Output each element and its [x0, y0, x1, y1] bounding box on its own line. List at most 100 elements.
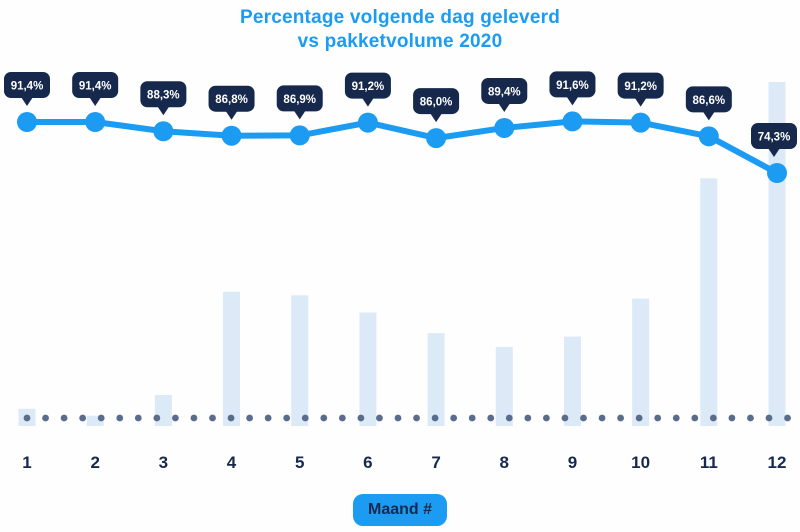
line-point [221, 125, 242, 146]
value-badge-label: 91,4% [11, 80, 44, 92]
baseline-dot [468, 414, 476, 422]
baseline-dot [338, 414, 346, 422]
line-point [698, 126, 719, 147]
baseline-dot [617, 414, 624, 422]
baseline-dot [246, 414, 254, 422]
baseline-dot [543, 414, 550, 422]
baseline-dot [209, 414, 216, 422]
baseline-dot [728, 414, 736, 422]
value-badge-pointer [21, 96, 33, 106]
volume-bar [291, 295, 309, 426]
value-badge-label: 88,3% [147, 90, 180, 102]
baseline-dot [635, 414, 643, 422]
chart-title-line1: Percentage volgende dag geleverd [239, 7, 560, 28]
value-badge-label: 91,4% [79, 80, 112, 92]
x-axis-label: 8 [500, 453, 509, 472]
value-badge [4, 71, 50, 98]
value-badge-pointer [157, 106, 170, 116]
value-badge [549, 71, 596, 98]
baseline-dot [709, 414, 717, 422]
x-axis-label: 10 [631, 453, 650, 472]
chart-title-line2: vs pakketvolume 2020 [297, 31, 503, 52]
baseline-dot [505, 414, 513, 422]
x-axis-label: 12 [768, 453, 787, 472]
baseline-dot [524, 414, 532, 422]
baseline-dot [79, 414, 87, 422]
baseline-dot [431, 414, 439, 422]
value-badge [208, 85, 255, 112]
baseline-dot [672, 414, 680, 422]
value-badge [72, 71, 119, 98]
baseline-dot [60, 414, 68, 422]
baseline-dot [42, 414, 49, 422]
line-point [153, 121, 174, 142]
x-axis-title-label: Maand # [367, 501, 433, 518]
baseline-dot [97, 414, 105, 422]
x-axis-label: 1 [22, 453, 31, 472]
volume-bar [427, 333, 445, 426]
baseline-dot [413, 414, 420, 422]
value-badge-pointer [634, 97, 647, 107]
baseline-dot [765, 414, 773, 422]
line-point [426, 128, 447, 149]
volume-bar [495, 346, 513, 426]
baseline-dot [283, 414, 291, 422]
line-point [85, 111, 106, 132]
value-badge-label: 86,8% [215, 94, 248, 106]
baseline-dot [116, 414, 124, 422]
volume-bar [154, 395, 172, 426]
value-badge-pointer [702, 111, 715, 121]
value-badge-label: 89,4% [488, 86, 521, 98]
baseline-dot [264, 414, 272, 422]
volume-bar [632, 298, 650, 426]
chart-title: Percentage volgende dag geleverd vs pakk… [0, 6, 800, 54]
x-axis-title-badge: Maand # [352, 494, 448, 526]
value-badge [413, 88, 460, 115]
value-badge-label: 91,6% [556, 80, 589, 92]
baseline-dot [376, 414, 383, 422]
baseline-dot [153, 414, 161, 422]
volume-bar [563, 336, 581, 426]
baseline-dot [654, 414, 662, 422]
value-badge-pointer [768, 148, 780, 158]
value-badge-pointer [498, 102, 511, 112]
baseline-dot [320, 414, 328, 422]
baseline-dot [357, 414, 365, 422]
line-point [494, 117, 515, 138]
baseline-dot [487, 414, 495, 422]
value-badge-pointer [225, 110, 238, 120]
value-badge-pointer [430, 113, 443, 123]
baseline-dot [561, 414, 569, 422]
baseline-dot [691, 414, 699, 422]
volume-bar [223, 291, 241, 426]
x-axis-label: 3 [159, 453, 168, 472]
x-axis-label: 2 [90, 453, 99, 472]
value-badge-label: 86,9% [283, 94, 316, 106]
value-badge [685, 86, 732, 113]
value-badge-pointer [566, 96, 579, 106]
x-axis-label: 7 [431, 453, 440, 472]
value-badge [344, 72, 391, 99]
value-badge [140, 81, 187, 108]
value-badge-pointer [361, 97, 374, 107]
x-axis-label: 9 [568, 453, 577, 472]
baseline-dot [747, 414, 754, 422]
baseline-dot [172, 414, 179, 422]
value-badge-label: 91,2% [352, 81, 385, 93]
baseline-dot [580, 414, 587, 422]
value-badge [481, 77, 528, 104]
delivery-percentage-line [24, 118, 780, 177]
baseline-dot [301, 414, 309, 422]
line-point [630, 112, 651, 133]
value-badge [751, 123, 797, 150]
baseline-dot [450, 414, 458, 422]
value-badge-label: 86,0% [420, 97, 453, 109]
baseline-dot [227, 414, 235, 422]
line-point [562, 111, 583, 132]
line-point [767, 163, 787, 184]
value-badge [276, 85, 323, 112]
volume-bar [86, 415, 104, 426]
volume-bar [700, 178, 718, 426]
x-axis-label: 11 [700, 453, 718, 472]
